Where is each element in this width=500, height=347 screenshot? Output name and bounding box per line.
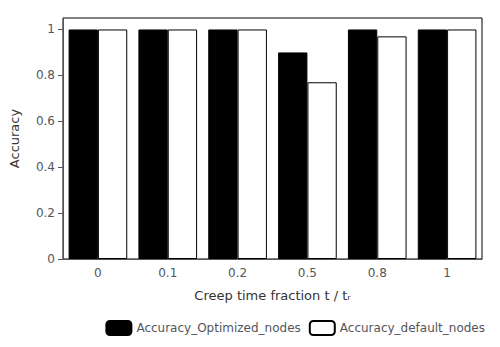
svg-text:Accuracy_default_nodes: Accuracy_default_nodes	[340, 321, 485, 335]
svg-text:Creep time fraction t / tᵣ: Creep time fraction t / tᵣ	[194, 288, 351, 303]
svg-text:0.2: 0.2	[228, 266, 247, 280]
svg-text:0.4: 0.4	[36, 160, 55, 174]
svg-text:0.2: 0.2	[36, 206, 55, 220]
svg-text:Accuracy: Accuracy	[7, 109, 22, 169]
svg-text:0.8: 0.8	[368, 266, 387, 280]
svg-text:0.8: 0.8	[36, 68, 55, 82]
svg-text:1: 1	[47, 22, 55, 36]
svg-text:0.5: 0.5	[298, 266, 317, 280]
svg-text:1: 1	[443, 266, 451, 280]
svg-text:0.6: 0.6	[36, 114, 55, 128]
svg-text:Accuracy_Optimized_nodes: Accuracy_Optimized_nodes	[136, 321, 300, 335]
svg-text:0: 0	[94, 266, 102, 280]
svg-text:0: 0	[47, 252, 55, 266]
svg-text:0.1: 0.1	[158, 266, 177, 280]
